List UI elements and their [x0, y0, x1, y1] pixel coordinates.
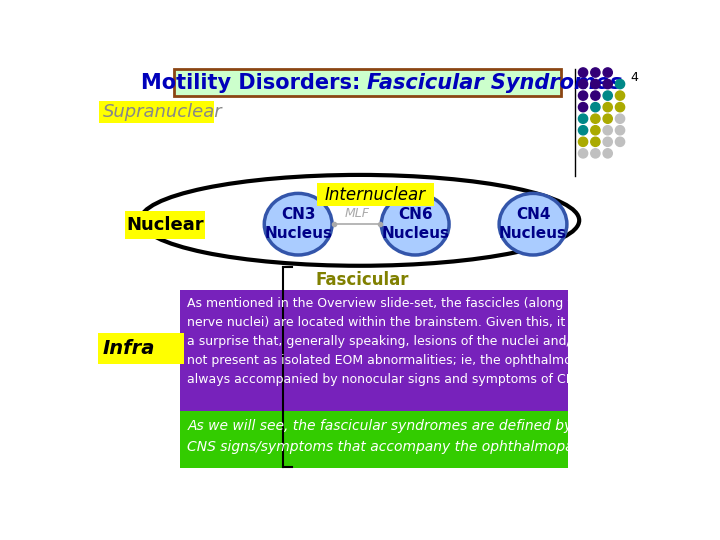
Circle shape	[590, 137, 600, 146]
Text: As we will see, the fascicular syndromes are defined by the nonocular
CNS signs/: As we will see, the fascicular syndromes…	[187, 419, 673, 454]
Text: Fascicular: Fascicular	[315, 271, 409, 289]
Circle shape	[603, 137, 612, 146]
Text: Supranuclear: Supranuclear	[102, 103, 222, 121]
Text: MLF: MLF	[344, 207, 369, 220]
Text: Nuclear: Nuclear	[126, 216, 204, 234]
Circle shape	[578, 68, 588, 77]
FancyBboxPatch shape	[317, 184, 433, 206]
Circle shape	[616, 103, 625, 112]
Circle shape	[578, 91, 588, 100]
Circle shape	[590, 114, 600, 123]
Circle shape	[603, 114, 612, 123]
Text: Infra: Infra	[102, 339, 155, 357]
Circle shape	[590, 126, 600, 135]
Text: As mentioned in the Overview slide-set, the fascicles (along with the cranial-
n: As mentioned in the Overview slide-set, …	[187, 296, 685, 386]
Circle shape	[616, 137, 625, 146]
Circle shape	[578, 103, 588, 112]
Text: Internuclear: Internuclear	[325, 186, 426, 204]
Ellipse shape	[264, 193, 332, 255]
Circle shape	[590, 103, 600, 112]
Circle shape	[603, 103, 612, 112]
Circle shape	[578, 148, 588, 158]
FancyBboxPatch shape	[98, 333, 184, 363]
Circle shape	[590, 68, 600, 77]
Ellipse shape	[499, 193, 567, 255]
Circle shape	[590, 91, 600, 100]
FancyBboxPatch shape	[179, 289, 567, 414]
FancyBboxPatch shape	[179, 411, 567, 468]
Circle shape	[616, 91, 625, 100]
Text: Fascicular Syndromes: Fascicular Syndromes	[367, 72, 623, 92]
Circle shape	[578, 137, 588, 146]
Circle shape	[603, 126, 612, 135]
Circle shape	[578, 114, 588, 123]
Circle shape	[616, 114, 625, 123]
Circle shape	[603, 68, 612, 77]
Circle shape	[616, 79, 625, 89]
Ellipse shape	[382, 193, 449, 255]
FancyBboxPatch shape	[125, 211, 205, 239]
Text: CN6
Nucleus: CN6 Nucleus	[381, 207, 449, 241]
Circle shape	[578, 79, 588, 89]
Text: CN3
Nucleus: CN3 Nucleus	[264, 207, 332, 241]
Circle shape	[603, 79, 612, 89]
FancyBboxPatch shape	[99, 101, 215, 123]
Circle shape	[590, 148, 600, 158]
Text: CN4
Nucleus: CN4 Nucleus	[499, 207, 567, 241]
Text: 4: 4	[631, 71, 639, 84]
FancyBboxPatch shape	[174, 69, 561, 96]
Circle shape	[578, 126, 588, 135]
Ellipse shape	[140, 175, 579, 266]
Circle shape	[603, 91, 612, 100]
Circle shape	[616, 126, 625, 135]
Circle shape	[590, 79, 600, 89]
Text: Motility Disorders:: Motility Disorders:	[141, 72, 367, 92]
Circle shape	[603, 148, 612, 158]
